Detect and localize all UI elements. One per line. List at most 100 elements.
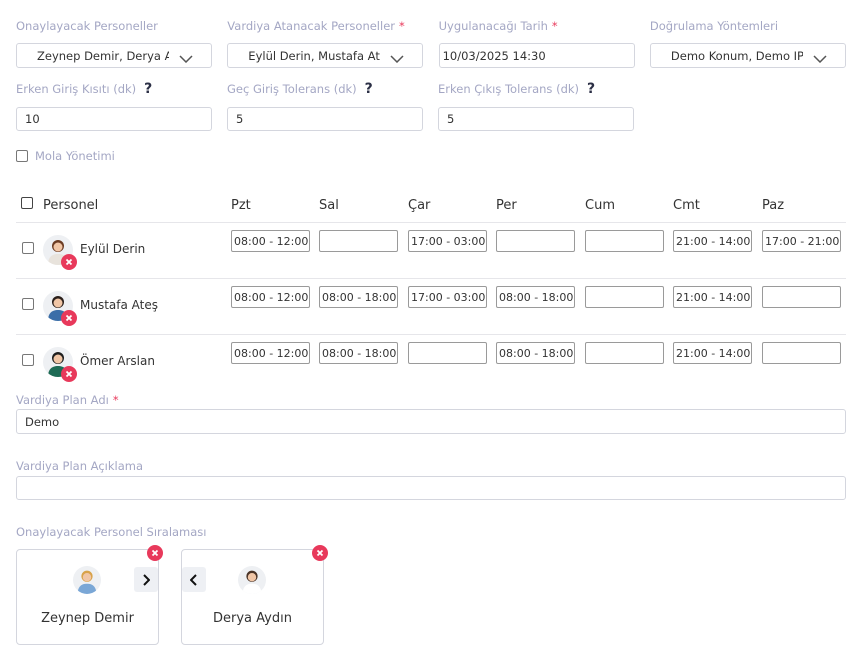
field-label: Erken Çıkış Tolerans (dk)?	[438, 81, 595, 97]
column-header: Per	[496, 198, 517, 213]
shift-input[interactable]: 08:00 - 18:00	[496, 286, 575, 308]
shift-input[interactable]	[762, 342, 841, 364]
field-value: Zeynep Demir, Derya Ay	[37, 48, 169, 63]
shift-input[interactable]	[585, 230, 664, 252]
remove-button[interactable]	[147, 545, 163, 561]
label-text: Vardiya Atanacak Personeller	[227, 19, 396, 33]
number-input[interactable]: 5	[227, 107, 423, 131]
number-input[interactable]: 10	[16, 107, 212, 131]
checkbox[interactable]	[16, 150, 28, 162]
field-label: Vardiya Atanacak Personeller *	[227, 19, 404, 33]
remove-button[interactable]	[312, 545, 328, 561]
shift-value: 08:00 - 18:00	[322, 290, 397, 304]
shift-value: 21:00 - 14:00	[676, 290, 751, 304]
label-text: Vardiya Plan Açıklama	[16, 459, 144, 473]
approver-name: Zeynep Demir	[41, 611, 134, 626]
shift-input[interactable]: 08:00 - 12:00	[231, 342, 310, 364]
approver-card	[16, 549, 159, 645]
checkbox[interactable]	[22, 298, 34, 310]
column-header: Pzt	[231, 198, 251, 213]
field-label: Doğrulama Yöntemleri	[650, 19, 778, 33]
remove-button[interactable]	[61, 366, 77, 382]
shift-input[interactable]	[496, 230, 575, 252]
label-text: Onaylayacak Personeller	[16, 19, 158, 33]
shift-input[interactable]: 21:00 - 14:00	[673, 286, 752, 308]
shift-value: 08:00 - 18:00	[499, 346, 574, 360]
shift-input[interactable]	[408, 342, 487, 364]
shift-input[interactable]	[762, 286, 841, 308]
text-input[interactable]: Demo	[16, 409, 846, 434]
field-value: 10/03/2025 14:30	[442, 48, 546, 63]
shift-value: 17:00 - 03:00	[411, 234, 486, 248]
column-header: Paz	[762, 198, 785, 213]
required-marker: *	[399, 19, 405, 33]
column-header: Sal	[319, 198, 339, 213]
shift-input[interactable]: 08:00 - 12:00	[231, 286, 310, 308]
required-marker: *	[551, 19, 558, 33]
label-text: Vardiya Plan Adı	[16, 393, 109, 407]
shift-value: 08:00 - 18:00	[322, 346, 397, 360]
column-header: Personel	[43, 198, 99, 213]
shift-input[interactable]	[585, 342, 664, 364]
select-field[interactable]: Demo Konum, Demo IP	[649, 43, 846, 68]
employee-name: Ömer Arslan	[80, 354, 155, 368]
field-label: Erken Giriş Kısıtı (dk)?	[16, 81, 152, 97]
help-icon: ?	[144, 81, 153, 97]
column-header: Cmt	[673, 198, 700, 213]
label-text: Geç Giriş Tolerans (dk)	[227, 82, 357, 96]
shift-value: 08:00 - 18:00	[499, 290, 574, 304]
checkbox[interactable]	[21, 197, 33, 209]
avatar	[43, 235, 73, 265]
shift-input[interactable]: 21:00 - 14:00	[673, 230, 752, 252]
move-left-button[interactable]	[182, 567, 206, 592]
shift-value: 21:00 - 14:00	[676, 234, 751, 248]
employee-name: Eylül Derin	[80, 242, 146, 256]
row-divider	[16, 278, 846, 279]
field-label: Onaylayacak Personeller	[16, 19, 158, 33]
remove-button[interactable]	[61, 254, 77, 270]
shift-input[interactable]: 08:00 - 18:00	[496, 342, 575, 364]
employee-name: Mustafa Ateş	[80, 298, 158, 312]
shift-value: 17:00 - 21:00	[765, 234, 840, 248]
avatar	[43, 291, 73, 321]
text-input[interactable]: 10/03/2025 14:30	[438, 43, 635, 68]
shift-input[interactable]: 17:00 - 03:00	[408, 230, 487, 252]
shift-value: 08:00 - 12:00	[234, 346, 309, 360]
label-text: Erken Giriş Kısıtı (dk)	[16, 82, 137, 96]
field-label: Vardiya Plan Adı *	[16, 393, 119, 407]
shift-input[interactable]: 08:00 - 18:00	[319, 286, 398, 308]
number-input[interactable]: 5	[438, 107, 634, 131]
shift-input[interactable]	[585, 286, 664, 308]
text-input[interactable]	[16, 476, 846, 500]
move-right-button[interactable]	[134, 567, 158, 592]
shift-value: 08:00 - 12:00	[234, 234, 309, 248]
shift-value: 21:00 - 14:00	[676, 346, 751, 360]
approver-name: Derya Aydın	[213, 611, 292, 626]
required-marker: *	[112, 393, 119, 407]
shift-input[interactable]: 21:00 - 14:00	[673, 342, 752, 364]
avatar	[73, 566, 101, 594]
select-field[interactable]: Zeynep Demir, Derya Ay	[16, 43, 212, 68]
column-header: Çar	[408, 198, 431, 213]
dropdown-arrow	[179, 52, 193, 64]
row-divider	[16, 222, 846, 223]
approver-card	[181, 549, 324, 645]
row-divider	[16, 334, 846, 335]
checkbox-label: Mola Yönetimi	[35, 149, 115, 163]
field-value: Eylül Derin, Mustafa Ateş	[248, 48, 381, 63]
column-header: Cum	[585, 198, 615, 213]
dropdown-arrow	[390, 52, 404, 64]
shift-input[interactable]: 17:00 - 21:00	[762, 230, 841, 252]
remove-button[interactable]	[61, 310, 77, 326]
label-text: Doğrulama Yöntemleri	[649, 19, 779, 33]
checkbox[interactable]	[22, 354, 34, 366]
shift-input[interactable]: 08:00 - 18:00	[319, 342, 398, 364]
shift-input[interactable]: 08:00 - 12:00	[231, 230, 310, 252]
help-icon: ?	[364, 81, 373, 97]
checkbox[interactable]	[22, 242, 34, 254]
label-text: Uygulanacağı Tarih	[438, 19, 548, 33]
shift-input[interactable]: 17:00 - 03:00	[408, 286, 487, 308]
shift-input[interactable]	[319, 230, 398, 252]
select-field[interactable]: Eylül Derin, Mustafa Ateş	[227, 43, 424, 68]
